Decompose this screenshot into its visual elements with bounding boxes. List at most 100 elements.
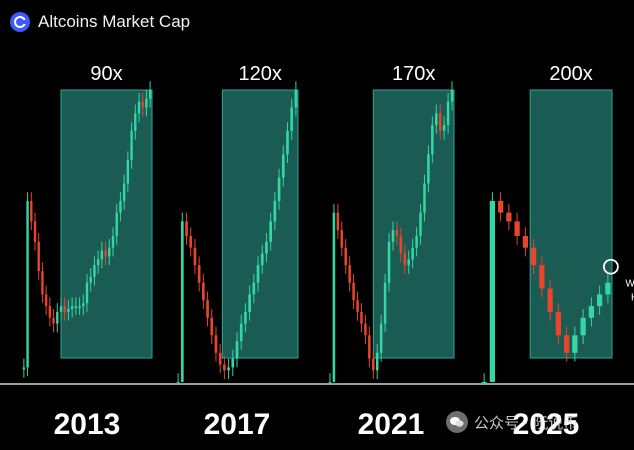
candle-2021 bbox=[442, 116, 446, 140]
candle-2013 bbox=[67, 300, 70, 321]
candle-2017 bbox=[189, 227, 193, 257]
current-position-marker bbox=[602, 258, 619, 275]
candle-2021 bbox=[368, 326, 371, 368]
candle-2025 bbox=[547, 279, 553, 321]
candle-2021 bbox=[364, 314, 367, 345]
candle-2013 bbox=[22, 358, 26, 378]
candle-2017 bbox=[235, 332, 239, 368]
candle-2013 bbox=[89, 268, 92, 292]
candle-2017 bbox=[231, 349, 235, 377]
candle-2025 bbox=[572, 326, 578, 362]
candle-2013 bbox=[122, 174, 126, 210]
candle-2017 bbox=[176, 373, 180, 384]
candle-2017 bbox=[239, 314, 243, 350]
cycle-label-2013: 2013 bbox=[54, 408, 121, 441]
multiplier-label-2013: 90x bbox=[90, 63, 122, 85]
candle-2021 bbox=[435, 104, 438, 134]
candle-2017 bbox=[273, 192, 277, 231]
cycle-label-2017: 2017 bbox=[204, 408, 271, 441]
candle-2017 bbox=[218, 344, 222, 374]
candle-2021 bbox=[379, 314, 383, 362]
candle-2013 bbox=[148, 81, 152, 108]
candle-2021 bbox=[403, 244, 407, 274]
candle-2017 bbox=[265, 233, 268, 263]
candle-2021 bbox=[383, 273, 387, 333]
candle-2013 bbox=[63, 297, 66, 321]
candle-2021 bbox=[450, 81, 454, 111]
candle-2013 bbox=[145, 90, 148, 117]
candle-2025 bbox=[506, 203, 512, 231]
candle-2017 bbox=[260, 244, 264, 274]
candle-2013 bbox=[26, 192, 29, 377]
candle-2025 bbox=[539, 256, 545, 298]
chart-title: Altcoins Market Cap bbox=[38, 12, 191, 31]
highlight-box-2013 bbox=[60, 89, 153, 359]
candle-2013 bbox=[30, 192, 33, 231]
candle-2017 bbox=[197, 256, 201, 292]
candle-2013 bbox=[48, 297, 52, 327]
highlight-box-2025 bbox=[529, 89, 613, 359]
watermark-text: 公众号 · 阮说币 bbox=[474, 413, 579, 432]
candle-2013 bbox=[85, 273, 89, 312]
candle-2021 bbox=[423, 174, 426, 222]
candle-2013 bbox=[52, 309, 55, 333]
candle-2017 bbox=[281, 145, 285, 187]
candle-2017 bbox=[227, 358, 230, 380]
candle-2013 bbox=[82, 294, 85, 315]
candle-2021 bbox=[411, 238, 414, 269]
candle-2017 bbox=[193, 238, 197, 274]
candle-2017 bbox=[244, 303, 247, 333]
candle-2017 bbox=[286, 122, 289, 163]
candle-2017 bbox=[277, 168, 281, 210]
coin-logo-icon bbox=[10, 12, 30, 32]
candle-2025 bbox=[497, 192, 504, 222]
candle-2025 bbox=[563, 326, 570, 362]
candle-2013 bbox=[96, 250, 100, 274]
candle-2013 bbox=[70, 297, 74, 318]
candle-2017 bbox=[290, 98, 294, 140]
coin-logo-glyph bbox=[14, 16, 26, 28]
candle-2021 bbox=[415, 227, 418, 257]
multiplier-label-2025: 200x bbox=[549, 63, 592, 85]
candle-2013 bbox=[100, 241, 104, 269]
candle-2021 bbox=[399, 227, 403, 263]
candle-2025 bbox=[489, 192, 496, 382]
candle-2025 bbox=[580, 309, 586, 345]
multiplier-label-2021: 170x bbox=[392, 63, 435, 85]
candle-2017 bbox=[214, 326, 218, 362]
candle-2021 bbox=[372, 349, 375, 380]
watermark: 公众号 · 阮说币 bbox=[446, 411, 578, 433]
candle-2013 bbox=[33, 212, 37, 251]
candle-2017 bbox=[210, 309, 214, 345]
candle-2021 bbox=[332, 203, 336, 382]
candle-2017 bbox=[180, 212, 184, 382]
wechat-icon bbox=[446, 411, 468, 433]
candle-2021 bbox=[356, 291, 359, 321]
candle-2017 bbox=[256, 256, 260, 292]
candle-2025 bbox=[605, 273, 611, 304]
annotation-line-2: HERE bbox=[631, 293, 634, 304]
candle-2021 bbox=[427, 145, 430, 193]
multiplier-label-2017: 120x bbox=[238, 63, 281, 85]
candle-2013 bbox=[41, 262, 44, 304]
candle-2013 bbox=[115, 203, 118, 245]
candle-2025 bbox=[481, 373, 487, 384]
candle-2013 bbox=[59, 297, 63, 321]
candle-2021 bbox=[375, 344, 379, 380]
candle-2025 bbox=[588, 297, 595, 327]
candle-2013 bbox=[104, 241, 107, 266]
candle-2025 bbox=[522, 227, 529, 257]
candle-2013 bbox=[141, 92, 144, 117]
candle-2025 bbox=[596, 285, 603, 315]
candle-2017 bbox=[185, 212, 188, 245]
candle-2021 bbox=[348, 256, 351, 292]
candle-2013 bbox=[93, 256, 96, 286]
candle-2021 bbox=[387, 233, 391, 292]
candle-2021 bbox=[407, 250, 410, 274]
candle-2021 bbox=[360, 303, 363, 333]
chart-header: Altcoins Market Cap bbox=[10, 10, 190, 34]
candle-2017 bbox=[269, 212, 273, 251]
candle-2017 bbox=[294, 81, 298, 117]
candle-2021 bbox=[336, 203, 340, 239]
